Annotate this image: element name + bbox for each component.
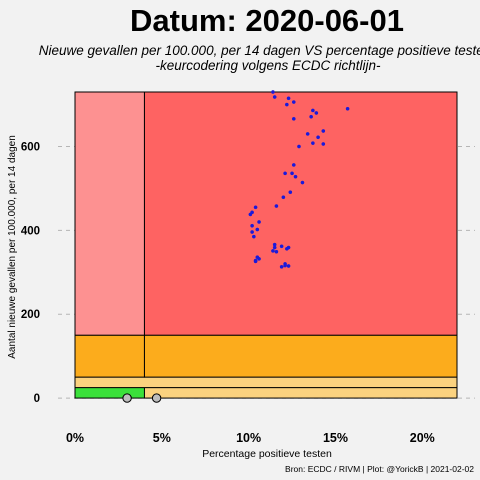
chart-subtitle-line2: -keurcodering volgens ECDC richtlijn- [155, 58, 381, 73]
point-0-42 [253, 259, 258, 264]
point-0-24 [253, 205, 258, 210]
zone-2 [74, 376, 458, 389]
point-0-36 [284, 246, 289, 251]
point-0-11 [305, 132, 310, 136]
point-0-46 [286, 264, 291, 268]
point-0-9 [291, 116, 296, 121]
point-0-33 [272, 245, 277, 250]
zone-4 [143, 334, 458, 378]
point-0-3 [291, 100, 296, 104]
point-1-1 [151, 393, 162, 403]
point-0-20 [300, 180, 305, 185]
zone-6 [143, 91, 458, 336]
point-0-5 [345, 106, 350, 111]
point-0-10 [321, 129, 326, 133]
point-0-18 [283, 171, 287, 176]
point-0-16 [291, 163, 296, 167]
y-axis-ticks: 0 200 400 600 [21, 142, 40, 406]
point-0-34 [279, 244, 284, 249]
point-0-7 [314, 111, 319, 115]
x-axis-label: Percentage positieve testen [202, 448, 332, 460]
point-0-19 [293, 174, 298, 179]
point-0-14 [311, 141, 315, 146]
zone-0 [74, 387, 145, 399]
point-0-12 [316, 135, 320, 140]
point-0-23 [274, 204, 279, 208]
point-0-27 [257, 220, 261, 224]
point-0-26 [248, 212, 253, 217]
y-tick-label-2: 400 [21, 225, 40, 237]
point-0-0 [271, 90, 275, 94]
point-0-22 [281, 195, 286, 200]
data-points [122, 90, 350, 403]
y-tick-label-0: 0 [34, 393, 40, 405]
chart-caption: Bron: ECDC / RIVM | Plot: @YorickB | 202… [285, 464, 474, 474]
x-axis-ticks: 0% 5% 10% 15% 20% [66, 431, 435, 445]
point-0-2 [286, 96, 291, 101]
point-0-45 [279, 264, 284, 269]
point-0-44 [283, 263, 287, 268]
y-tick-label-3: 600 [21, 142, 40, 154]
point-0-6 [311, 108, 315, 113]
point-0-1 [272, 95, 277, 99]
point-1-0 [122, 393, 132, 403]
point-0-30 [250, 230, 254, 234]
point-0-4 [284, 102, 289, 107]
y-tick-label-1: 200 [21, 309, 40, 321]
chart-subtitle-line1: Nieuwe gevallen per 100.000, per 14 dage… [39, 43, 480, 58]
x-tick-label-1: 5% [153, 431, 171, 445]
point-0-38 [274, 249, 279, 254]
y-axis-label: Aantal nieuwe gevallen per 100.000, per … [7, 135, 18, 359]
x-tick-label-3: 15% [323, 431, 348, 445]
point-0-15 [297, 144, 301, 149]
point-0-21 [288, 190, 293, 195]
point-0-29 [255, 227, 260, 232]
zones [74, 91, 458, 399]
zone-3 [74, 334, 145, 378]
x-tick-label-2: 10% [236, 431, 261, 445]
x-tick-label-4: 20% [410, 431, 435, 445]
point-0-31 [251, 234, 256, 239]
zone-1 [143, 387, 458, 399]
point-0-13 [321, 142, 326, 146]
x-tick-label-0: 0% [66, 431, 84, 445]
point-0-37 [271, 249, 275, 253]
point-0-40 [257, 257, 261, 261]
point-0-8 [309, 114, 313, 119]
chart-title: Datum: 2020-06-01 [130, 3, 404, 38]
point-0-28 [250, 223, 254, 228]
zone-5 [74, 91, 145, 336]
point-0-17 [290, 171, 294, 176]
